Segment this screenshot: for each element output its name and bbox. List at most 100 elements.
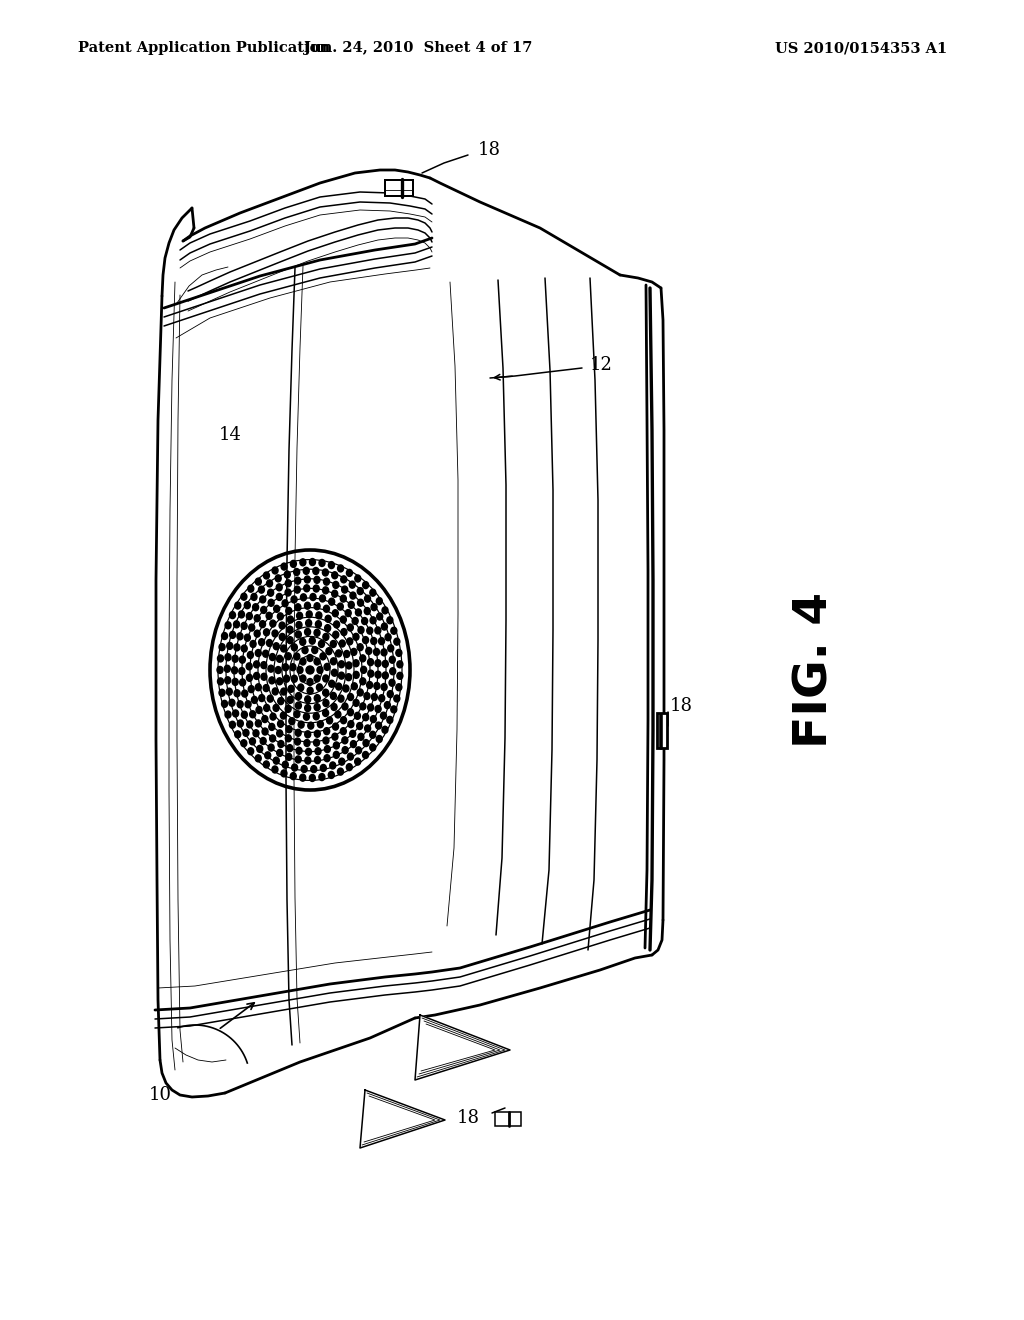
Ellipse shape xyxy=(300,639,306,645)
Ellipse shape xyxy=(375,671,381,678)
Ellipse shape xyxy=(283,664,289,671)
Ellipse shape xyxy=(276,583,283,591)
Ellipse shape xyxy=(306,611,312,618)
Ellipse shape xyxy=(255,719,261,727)
Ellipse shape xyxy=(295,603,301,611)
Ellipse shape xyxy=(310,594,316,601)
Ellipse shape xyxy=(360,667,367,673)
Ellipse shape xyxy=(315,620,322,628)
Ellipse shape xyxy=(259,639,264,645)
Ellipse shape xyxy=(340,727,346,735)
Ellipse shape xyxy=(248,685,254,693)
Ellipse shape xyxy=(245,701,251,708)
Text: 18: 18 xyxy=(670,697,693,715)
Ellipse shape xyxy=(298,721,304,729)
Ellipse shape xyxy=(333,723,339,730)
Ellipse shape xyxy=(250,738,255,744)
Ellipse shape xyxy=(295,702,301,709)
Ellipse shape xyxy=(316,684,323,690)
Ellipse shape xyxy=(240,656,246,663)
Ellipse shape xyxy=(294,710,300,718)
Ellipse shape xyxy=(367,627,373,634)
Ellipse shape xyxy=(281,564,287,570)
Ellipse shape xyxy=(246,663,252,669)
Ellipse shape xyxy=(283,762,289,768)
Ellipse shape xyxy=(345,610,351,616)
Ellipse shape xyxy=(300,675,306,682)
Ellipse shape xyxy=(332,590,338,597)
Ellipse shape xyxy=(348,721,354,727)
Ellipse shape xyxy=(332,669,338,676)
Ellipse shape xyxy=(354,576,360,582)
Ellipse shape xyxy=(350,593,356,599)
Ellipse shape xyxy=(242,645,247,652)
Ellipse shape xyxy=(325,624,331,632)
Ellipse shape xyxy=(368,704,374,711)
Ellipse shape xyxy=(239,668,245,675)
Ellipse shape xyxy=(248,652,253,659)
Ellipse shape xyxy=(254,661,259,668)
Ellipse shape xyxy=(276,655,283,663)
Ellipse shape xyxy=(300,657,306,665)
Ellipse shape xyxy=(295,729,301,737)
Ellipse shape xyxy=(248,747,254,755)
Ellipse shape xyxy=(318,774,325,780)
Ellipse shape xyxy=(285,589,291,597)
Ellipse shape xyxy=(242,690,248,697)
Ellipse shape xyxy=(253,730,259,737)
Ellipse shape xyxy=(343,685,349,692)
Ellipse shape xyxy=(286,726,292,733)
Ellipse shape xyxy=(323,700,329,706)
Ellipse shape xyxy=(305,748,311,755)
Ellipse shape xyxy=(381,684,387,690)
Ellipse shape xyxy=(342,747,348,754)
Ellipse shape xyxy=(371,603,377,611)
Ellipse shape xyxy=(317,721,324,727)
Ellipse shape xyxy=(397,661,402,668)
Ellipse shape xyxy=(245,634,250,642)
Ellipse shape xyxy=(349,581,355,589)
Ellipse shape xyxy=(304,585,309,591)
Ellipse shape xyxy=(285,705,291,713)
Ellipse shape xyxy=(259,620,265,628)
FancyBboxPatch shape xyxy=(495,1111,521,1126)
Ellipse shape xyxy=(297,667,303,673)
Text: US 2010/0154353 A1: US 2010/0154353 A1 xyxy=(775,41,947,55)
Ellipse shape xyxy=(368,659,374,665)
Ellipse shape xyxy=(300,558,306,566)
Ellipse shape xyxy=(362,636,369,644)
Ellipse shape xyxy=(339,661,344,668)
Ellipse shape xyxy=(294,653,300,660)
Ellipse shape xyxy=(262,715,268,722)
Ellipse shape xyxy=(232,678,239,685)
Ellipse shape xyxy=(307,688,313,694)
Ellipse shape xyxy=(280,634,286,640)
Ellipse shape xyxy=(368,671,374,677)
Ellipse shape xyxy=(371,715,377,722)
Ellipse shape xyxy=(341,717,346,723)
Ellipse shape xyxy=(357,644,364,651)
Ellipse shape xyxy=(275,574,282,582)
Ellipse shape xyxy=(355,747,361,754)
Ellipse shape xyxy=(295,577,301,585)
Ellipse shape xyxy=(300,774,306,781)
Ellipse shape xyxy=(269,653,275,660)
Ellipse shape xyxy=(263,685,269,692)
Ellipse shape xyxy=(323,709,329,717)
Ellipse shape xyxy=(330,762,336,770)
Ellipse shape xyxy=(377,612,383,620)
Ellipse shape xyxy=(362,739,369,747)
Ellipse shape xyxy=(370,744,376,751)
Ellipse shape xyxy=(269,723,274,730)
Ellipse shape xyxy=(309,638,315,644)
Ellipse shape xyxy=(268,599,274,606)
Ellipse shape xyxy=(247,721,253,727)
Ellipse shape xyxy=(362,714,369,721)
Ellipse shape xyxy=(336,682,342,690)
Ellipse shape xyxy=(241,739,247,747)
Ellipse shape xyxy=(286,579,291,587)
Ellipse shape xyxy=(350,741,356,747)
Ellipse shape xyxy=(272,688,279,694)
Ellipse shape xyxy=(275,667,282,673)
Ellipse shape xyxy=(334,751,339,759)
